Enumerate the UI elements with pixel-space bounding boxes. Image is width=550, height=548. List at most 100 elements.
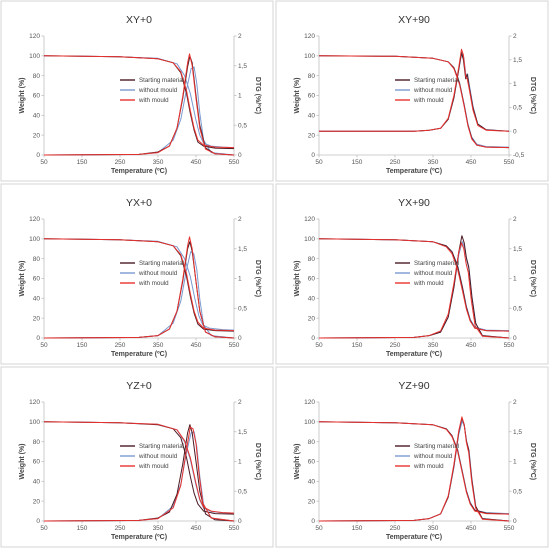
x-tick-label: 250 xyxy=(115,342,126,349)
x-tick-label: 350 xyxy=(428,342,439,349)
y2-tick-label: 0 xyxy=(513,335,517,342)
y-tick-label: 120 xyxy=(304,216,315,223)
x-axis-label: Temperature (ºC) xyxy=(111,351,167,358)
x-tick-label: 250 xyxy=(390,525,401,532)
y2-tick-label: 1,5 xyxy=(238,246,247,253)
panel-border xyxy=(0,0,274,182)
x-tick-label: 350 xyxy=(153,342,164,349)
y-tick-label: 0 xyxy=(36,335,40,342)
y2-tick-label: 1 xyxy=(513,459,517,466)
y2-tick-label: 0,5 xyxy=(238,488,247,495)
y2-tick-label: 0,5 xyxy=(513,305,522,312)
y-tick-label: 80 xyxy=(308,256,316,263)
series-weight-line xyxy=(43,238,235,332)
y2-tick-label: 0,5 xyxy=(238,305,247,312)
y-tick-label: 120 xyxy=(29,399,40,406)
legend-entry: with mould xyxy=(413,463,444,470)
y2-tick-label: 1,5 xyxy=(513,246,522,253)
y2-tick-label: 0 xyxy=(238,518,242,525)
x-tick-label: 50 xyxy=(40,159,48,166)
panel-border xyxy=(0,183,274,365)
y-axis-label: Weight (%) xyxy=(19,443,26,479)
y-tick-label: 20 xyxy=(308,315,316,322)
y-tick-label: 80 xyxy=(33,73,41,80)
legend-entry: without mould xyxy=(138,453,178,460)
panel-border xyxy=(0,366,274,548)
x-tick-label: 350 xyxy=(428,159,439,166)
x-tick-label: 450 xyxy=(466,159,477,166)
legend-entry: Starting material xyxy=(139,260,184,267)
legend-entry: with mould xyxy=(138,280,169,287)
y2-tick-label: 2 xyxy=(238,33,242,40)
y-tick-label: 100 xyxy=(29,419,40,426)
y-tick-label: 40 xyxy=(33,479,41,486)
y-tick-label: 20 xyxy=(33,132,41,139)
series-weight-line xyxy=(43,55,235,149)
y2-tick-label: 1,5 xyxy=(513,429,522,436)
chart-title: YZ+0 xyxy=(126,380,152,392)
panel-border xyxy=(275,366,549,548)
y2-axis-label: DTG (%/ºC) xyxy=(254,77,261,114)
y2-tick-label: -0,5 xyxy=(513,152,525,159)
y-tick-label: 80 xyxy=(33,256,41,263)
series-dtg-line xyxy=(318,242,510,339)
x-tick-label: 550 xyxy=(504,525,515,532)
x-tick-label: 50 xyxy=(315,525,323,532)
x-tick-label: 450 xyxy=(466,342,477,349)
y2-tick-label: 1 xyxy=(513,81,517,88)
x-tick-label: 450 xyxy=(191,342,202,349)
series-weight-line xyxy=(318,55,510,149)
legend-entry: Starting material xyxy=(414,443,459,450)
x-tick-label: 150 xyxy=(352,159,363,166)
x-tick-label: 150 xyxy=(77,525,88,532)
legend-entry: without mould xyxy=(413,270,453,277)
x-tick-label: 550 xyxy=(229,525,240,532)
y2-axis-label: DTG (%/ºC) xyxy=(254,443,261,480)
x-tick-label: 450 xyxy=(466,525,477,532)
legend-entry: Starting material xyxy=(139,443,184,450)
legend-entry: without mould xyxy=(138,270,178,277)
chart-title: XY+0 xyxy=(126,14,152,26)
legend-entry: with mould xyxy=(413,97,444,104)
x-axis-label: Temperature (ºC) xyxy=(386,168,442,175)
y-tick-label: 100 xyxy=(29,236,40,243)
y2-tick-label: 0 xyxy=(513,128,517,135)
y2-tick-label: 1 xyxy=(513,276,517,283)
x-tick-label: 250 xyxy=(390,159,401,166)
x-tick-label: 550 xyxy=(504,342,515,349)
chart-title: YZ+90 xyxy=(398,380,429,392)
chart-title: XY+90 xyxy=(398,14,430,26)
y-tick-label: 40 xyxy=(308,479,316,486)
x-tick-label: 350 xyxy=(153,525,164,532)
y-axis-label: Weight (%) xyxy=(294,443,301,479)
legend-entry: Starting material xyxy=(414,77,459,84)
y-tick-label: 100 xyxy=(29,53,40,60)
y-tick-label: 40 xyxy=(308,296,316,303)
legend-entry: with mould xyxy=(138,97,169,104)
y-tick-label: 80 xyxy=(308,73,316,80)
x-axis-label: Temperature (ºC) xyxy=(386,351,442,358)
y-tick-label: 0 xyxy=(36,152,40,159)
y-tick-label: 60 xyxy=(33,459,41,466)
y-tick-label: 20 xyxy=(33,498,41,505)
y-tick-label: 20 xyxy=(308,132,316,139)
legend-entry: without mould xyxy=(413,87,453,94)
y-tick-label: 60 xyxy=(308,93,316,100)
y-tick-label: 0 xyxy=(311,518,315,525)
chart-title: YX+0 xyxy=(126,197,152,209)
y2-tick-label: 0 xyxy=(238,335,242,342)
series-weight-line xyxy=(318,421,510,515)
y-tick-label: 120 xyxy=(29,33,40,40)
x-tick-label: 350 xyxy=(153,159,164,166)
y2-tick-label: 2 xyxy=(238,399,242,406)
x-tick-label: 550 xyxy=(504,159,515,166)
y-tick-label: 60 xyxy=(33,276,41,283)
y2-tick-label: 0,5 xyxy=(513,105,522,112)
y-tick-label: 60 xyxy=(308,276,316,283)
